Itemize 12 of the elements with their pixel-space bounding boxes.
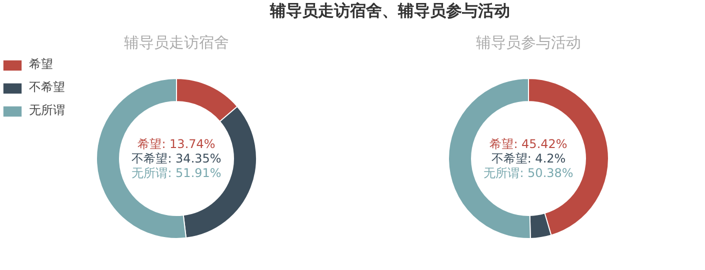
category-label: 希望: 13.74% — [138, 136, 216, 151]
legend-label: 希望 — [29, 56, 53, 73]
category-label: 不希望: 34.35% — [132, 152, 222, 166]
text: 辅导员走访宿舍、辅导员参与活动 — [270, 0, 510, 22]
slice-label: 不希望: 4.2% — [491, 152, 566, 166]
legend-label: 不希望 — [29, 79, 65, 96]
category-label: 无所谓: 51.91% — [132, 166, 222, 180]
chart-title: 辅导员参与活动 — [476, 34, 581, 52]
slice-label: 希望: 45.42% — [490, 136, 568, 151]
legend-label: 无所谓 — [29, 102, 65, 119]
chart-title: 辅导员走访宿舍 — [124, 34, 229, 52]
slice-label: 无所谓: 50.38% — [484, 166, 574, 180]
